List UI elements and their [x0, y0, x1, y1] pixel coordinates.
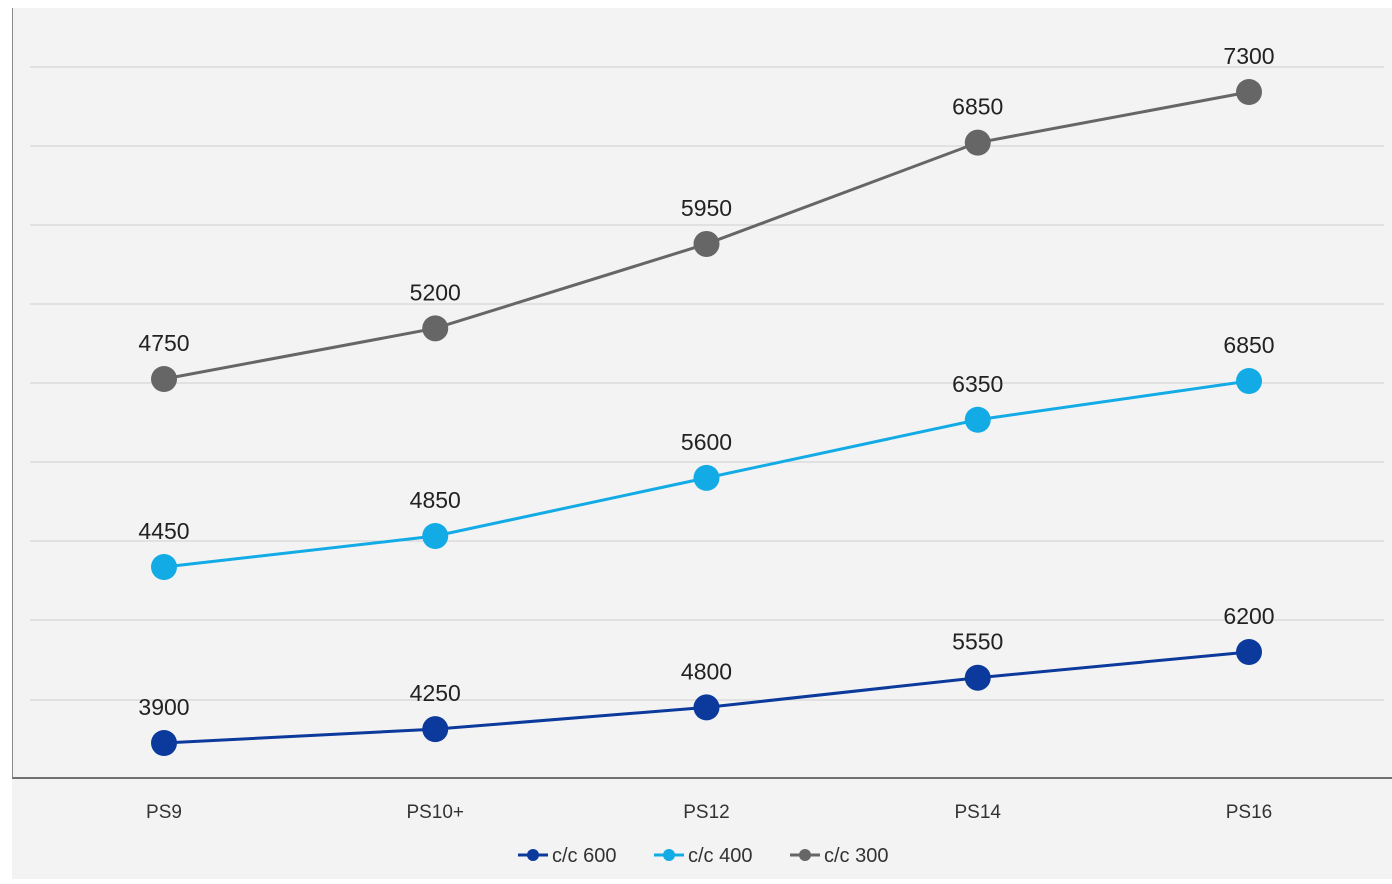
x-axis: PS9 PS10+ PS12 PS14 PS16: [12, 8, 1392, 823]
data-label: 4850: [410, 487, 461, 513]
legend-label: c/c 300: [824, 845, 888, 867]
data-point: [1236, 79, 1262, 105]
x-tick-label: PS12: [683, 802, 729, 823]
data-point: [1236, 639, 1262, 665]
x-tick-label: PS10+: [406, 802, 464, 823]
data-label: 6850: [1223, 332, 1274, 358]
data-label: 6350: [952, 371, 1003, 397]
legend-marker: [527, 849, 539, 861]
legend-item: c/c 400: [654, 845, 752, 867]
legend-item: c/c 300: [790, 845, 888, 867]
data-label: 4800: [681, 658, 732, 684]
data-point: [693, 464, 720, 491]
chart-panel: PS9 PS10+ PS12 PS14 PS16 3900 4250 4800 5550 620…: [12, 8, 1392, 879]
data-label: 5200: [410, 279, 461, 305]
data-label: 5600: [681, 429, 732, 455]
legend-label: c/c 400: [688, 845, 752, 867]
data-label: 7300: [1223, 43, 1274, 69]
data-point: [151, 730, 177, 756]
data-point: [422, 716, 449, 743]
x-tick-label: PS16: [1226, 802, 1272, 823]
line-chart: PS9 PS10+ PS12 PS14 PS16 3900 4250 4800 5550 620…: [12, 8, 1392, 867]
data-label: 4250: [410, 680, 461, 706]
data-label: 4450: [138, 518, 189, 544]
x-tick-label: PS14: [955, 802, 1002, 823]
data-point: [693, 230, 720, 257]
x-tick-label: PS9: [146, 802, 182, 823]
legend-label: c/c 600: [552, 845, 616, 867]
data-label: 4750: [138, 330, 189, 356]
data-point: [964, 129, 991, 156]
data-point: [964, 406, 991, 433]
data-point: [151, 366, 177, 392]
data-label: 5550: [952, 629, 1003, 655]
series-lines: [151, 79, 1262, 756]
legend-marker: [799, 849, 811, 861]
legend-marker: [663, 849, 675, 861]
data-label: 5950: [681, 195, 732, 221]
data-point: [1236, 368, 1262, 394]
legend-item: c/c 600: [518, 845, 616, 867]
data-labels: 3900 4250 4800 5550 6200 4450 4850 5600 6350 6850…: [138, 43, 1274, 720]
data-label: 6200: [1223, 603, 1274, 629]
data-point: [422, 523, 449, 549]
data-point: [693, 694, 720, 721]
data-point: [422, 315, 449, 342]
legend: c/c 600 c/c 400 c/c 300: [518, 845, 888, 867]
data-point: [964, 664, 991, 691]
data-point: [151, 554, 177, 580]
data-label: 3900: [138, 694, 189, 720]
gridlines: [30, 66, 1384, 701]
data-label: 6850: [952, 94, 1003, 120]
